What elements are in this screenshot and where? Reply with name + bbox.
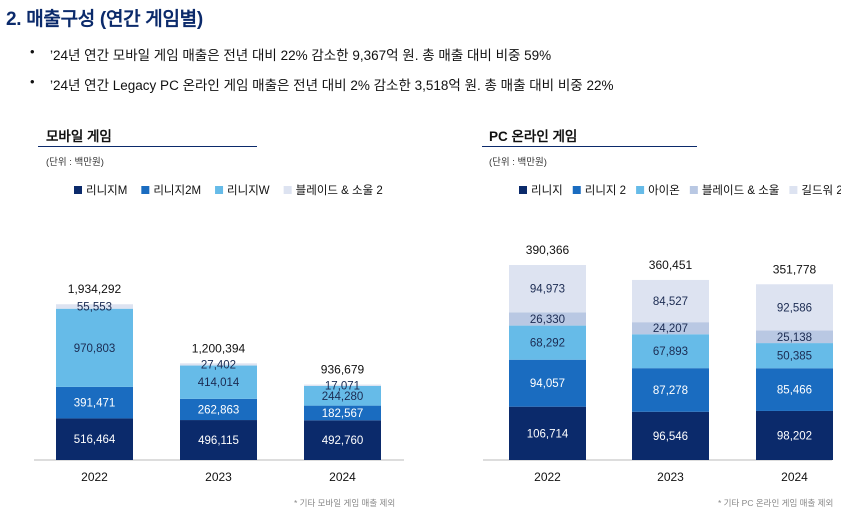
bar-segment-mobile-2024-2 bbox=[304, 385, 381, 406]
bar-segment-mobile-2022-0 bbox=[56, 418, 133, 460]
bar-segment-pc-2024-4 bbox=[756, 284, 833, 331]
bullet-dot: • bbox=[30, 44, 35, 59]
bar-segment-mobile-2022-2 bbox=[56, 308, 133, 387]
mobile-chart-title-rule bbox=[38, 146, 257, 147]
bar-total-label-pc-2024: 351,778 bbox=[773, 262, 817, 276]
bar-value-label-mobile-2024-2: 244,280 bbox=[322, 391, 364, 403]
bar-segment-mobile-2023-2 bbox=[180, 365, 257, 399]
bar-segment-mobile-2024-1 bbox=[304, 405, 381, 421]
bar-value-label-pc-2024-0: 98,202 bbox=[777, 430, 812, 442]
bar-segment-pc-2022-1 bbox=[509, 359, 586, 407]
bar-segment-pc-2022-4 bbox=[509, 265, 586, 313]
legend-label-mobile-3: 블레이드 & 소울 2 bbox=[296, 184, 383, 197]
legend-swatch-mobile-0 bbox=[74, 186, 82, 194]
bar-segment-pc-2022-0 bbox=[509, 406, 586, 460]
bar-segment-mobile-2023-3 bbox=[180, 363, 257, 366]
bar-segment-pc-2023-3 bbox=[632, 322, 709, 335]
bar-value-label-mobile-2022-2: 970,803 bbox=[74, 343, 116, 355]
bar-value-label-pc-2022-2: 68,292 bbox=[530, 338, 565, 350]
bar-value-label-pc-2023-2: 67,893 bbox=[653, 346, 688, 358]
bar-value-label-pc-2023-0: 96,546 bbox=[653, 431, 688, 443]
bar-segment-mobile-2024-3 bbox=[304, 384, 381, 386]
bar-value-label-pc-2023-4: 84,527 bbox=[653, 296, 688, 308]
legend-swatch-mobile-2 bbox=[215, 186, 224, 194]
bar-segment-pc-2023-1 bbox=[632, 368, 709, 412]
bar-total-label-mobile-2024: 936,679 bbox=[321, 363, 365, 377]
bar-value-label-mobile-2022-1: 391,471 bbox=[74, 398, 116, 410]
legend-label-mobile-1: 리니지2M bbox=[153, 184, 201, 197]
legend-swatch-mobile-1 bbox=[141, 186, 150, 194]
legend-swatch-pc-0 bbox=[519, 186, 527, 194]
bar-segment-mobile-2023-0 bbox=[180, 420, 257, 460]
legend-swatch-pc-4 bbox=[789, 186, 798, 194]
bar-segment-pc-2024-3 bbox=[756, 330, 833, 344]
bar-value-label-pc-2022-0: 106,714 bbox=[527, 428, 569, 440]
bar-value-label-mobile-2023-3: 27,402 bbox=[201, 359, 236, 371]
pc-chart-note: * 기타 PC 온라인 게임 매출 제외 bbox=[718, 498, 834, 508]
legend-label-mobile-0: 리니지M bbox=[86, 184, 127, 197]
legend-label-mobile-2: 리니지W bbox=[227, 184, 270, 197]
bar-total-label-mobile-2022: 1,934,292 bbox=[68, 282, 122, 296]
bar-value-label-mobile-2024-3: 17,071 bbox=[325, 380, 360, 392]
legend-swatch-pc-1 bbox=[572, 186, 581, 194]
legend-swatch-pc-2 bbox=[636, 186, 645, 194]
bar-segment-mobile-2022-1 bbox=[56, 386, 133, 419]
mobile-chart-note: * 기타 모바일 게임 매출 제외 bbox=[294, 498, 396, 508]
bullet-text: ’24년 연간 모바일 게임 매출은 전년 대비 22% 감소한 9,367억 … bbox=[50, 48, 552, 63]
legend-swatch-pc-3 bbox=[689, 186, 698, 194]
bar-value-label-pc-2024-4: 92,586 bbox=[777, 302, 812, 314]
bar-segment-pc-2024-0 bbox=[756, 410, 833, 460]
legend-swatch-mobile-3 bbox=[283, 186, 292, 194]
pc-chart-unit: (단위 : 백만원) bbox=[489, 157, 547, 168]
bar-value-label-pc-2024-2: 50,385 bbox=[777, 351, 812, 363]
bar-value-label-pc-2022-3: 26,330 bbox=[530, 314, 565, 326]
bar-segment-pc-2022-2 bbox=[509, 325, 586, 360]
legend-label-pc-2: 아이온 bbox=[648, 184, 680, 197]
mobile-chart-unit: (단위 : 백만원) bbox=[46, 157, 104, 168]
mobile-chart-title: 모바일 게임 bbox=[46, 129, 112, 144]
bar-segment-pc-2024-1 bbox=[756, 368, 833, 411]
bar-value-label-pc-2022-1: 94,057 bbox=[530, 378, 565, 390]
bar-value-label-pc-2023-3: 24,207 bbox=[653, 323, 688, 335]
x-tick-label-pc-2022: 2022 bbox=[534, 470, 561, 484]
page-title: 2. 매출구성 (연간 게임별) bbox=[6, 9, 203, 30]
legend-label-pc-3: 블레이드 & 소울 bbox=[702, 184, 780, 197]
bar-value-label-mobile-2023-1: 262,863 bbox=[198, 404, 240, 416]
bar-segment-mobile-2022-3 bbox=[56, 304, 133, 309]
pc-chart-title-rule bbox=[482, 146, 697, 147]
bar-value-label-pc-2024-1: 85,466 bbox=[777, 385, 812, 397]
x-tick-label-mobile-2024: 2024 bbox=[329, 470, 356, 484]
pc-chart-title: PC 온라인 게임 bbox=[489, 129, 578, 144]
x-tick-label-mobile-2022: 2022 bbox=[81, 470, 108, 484]
bullet-dot: • bbox=[30, 74, 35, 89]
bar-segment-pc-2023-0 bbox=[632, 411, 709, 460]
bar-value-label-pc-2023-1: 87,278 bbox=[653, 385, 688, 397]
pc-chart: 리니지 리니지 2 아이온 블레이드 & 소울 길드워 2 106,714 94,057 68… bbox=[483, 184, 841, 484]
legend-label-pc-1: 리니지 2 bbox=[585, 184, 626, 197]
bar-value-label-mobile-2022-0: 516,464 bbox=[74, 434, 116, 446]
bar-segment-mobile-2023-1 bbox=[180, 398, 257, 421]
bar-value-label-pc-2024-3: 25,138 bbox=[777, 332, 812, 344]
x-tick-label-pc-2023: 2023 bbox=[657, 470, 684, 484]
bar-value-label-pc-2022-4: 94,973 bbox=[530, 284, 565, 296]
bar-segment-pc-2024-2 bbox=[756, 343, 833, 369]
bar-segment-mobile-2024-0 bbox=[304, 420, 381, 460]
bar-value-label-mobile-2023-0: 496,115 bbox=[198, 435, 239, 447]
bullet-text: ’24년 연간 Legacy PC 온라인 게임 매출은 전년 대비 2% 감소… bbox=[50, 78, 614, 93]
bar-value-label-mobile-2022-3: 55,553 bbox=[77, 301, 112, 313]
bar-total-label-pc-2022: 390,366 bbox=[526, 243, 570, 257]
x-tick-label-pc-2024: 2024 bbox=[781, 470, 808, 484]
x-tick-label-mobile-2023: 2023 bbox=[205, 470, 232, 484]
bar-value-label-mobile-2024-1: 182,567 bbox=[322, 408, 364, 420]
mobile-chart: 리니지M 리니지2M 리니지W 블레이드 & 소울 2 516,464 391,471 97… bbox=[34, 184, 404, 484]
bar-segment-pc-2022-3 bbox=[509, 312, 586, 326]
legend-label-pc-0: 리니지 bbox=[531, 184, 563, 197]
bar-segment-pc-2023-2 bbox=[632, 334, 709, 369]
legend-label-pc-4: 길드워 2 bbox=[801, 184, 841, 197]
bar-value-label-mobile-2023-2: 414,014 bbox=[198, 377, 240, 389]
bar-segment-pc-2023-4 bbox=[632, 279, 709, 323]
bar-total-label-mobile-2023: 1,200,394 bbox=[192, 341, 246, 355]
bar-value-label-mobile-2024-0: 492,760 bbox=[322, 435, 364, 447]
bar-total-label-pc-2023: 360,451 bbox=[649, 258, 693, 272]
